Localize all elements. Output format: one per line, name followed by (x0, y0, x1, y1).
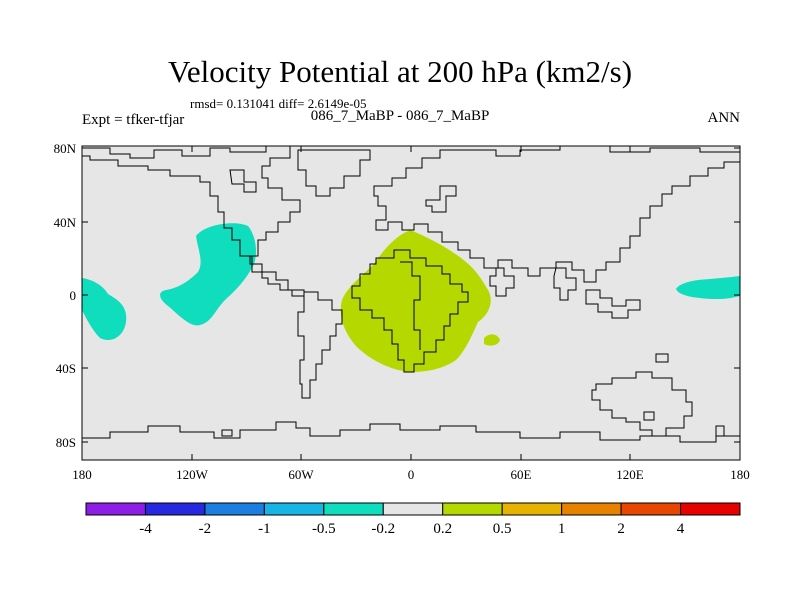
coastlines (82, 145, 741, 443)
colorbar (85, 502, 741, 516)
colorbar-box (501, 502, 563, 516)
colorbar-label: 1 (558, 521, 566, 537)
positive-region-madagascar (484, 334, 500, 346)
coast-greenland (297, 149, 371, 197)
coast-antarctica (82, 421, 740, 443)
coast-north-america (82, 145, 301, 273)
coast-eurasia (373, 145, 741, 283)
colorbar-label: 2 (617, 521, 625, 537)
coast-scandinavia (425, 185, 457, 213)
colorbar-box (620, 502, 682, 516)
colorbar-label: -0.2 (371, 521, 395, 537)
negative-region-dateline-west (82, 278, 127, 341)
x-tick-labels: 180 120W 60W 0 60E 120E 180 (72, 467, 750, 482)
colorbar-box (85, 502, 146, 516)
colorbar-box (204, 502, 265, 516)
experiment-label: Expt = tfker-tfjar (82, 112, 185, 128)
coast-australia (591, 371, 693, 437)
stats-label: rmsd= 0.131041 diff= 2.6149e-05 (190, 96, 367, 111)
colorbar-box (144, 502, 206, 516)
coast-arabia (489, 267, 515, 297)
coast-central-america (261, 271, 305, 297)
colorbar-labels: -4 -2 -1 -0.5 -0.2 0.2 0.5 1 2 4 (139, 521, 685, 537)
colorbar-box (680, 502, 741, 516)
coast-hudson-bay (229, 169, 257, 193)
y-tick-label: 80N (54, 141, 77, 156)
colorbar-label: -2 (199, 521, 212, 537)
x-tick-label: 120W (176, 467, 209, 482)
x-tick-label: 180 (72, 467, 92, 482)
colorbar-box (561, 502, 622, 516)
x-tick-label: 0 (408, 467, 415, 482)
y-tick-label: 80S (56, 435, 76, 450)
colorbar-label: -0.5 (312, 521, 336, 537)
y-axis (82, 147, 740, 443)
season-label: ANN (707, 110, 741, 126)
colorbar-label: 0.2 (433, 521, 452, 537)
y-tick-labels: 80N 40N 0 40S 80S (54, 141, 77, 450)
map-title: Velocity Potential at 200 hPa (km2/s) (167, 54, 633, 89)
coast-india (553, 267, 577, 301)
coast-africa (351, 249, 469, 373)
colorbar-box (323, 502, 384, 516)
negative-region-central-pacific (160, 223, 256, 326)
coast-tasmania (643, 411, 655, 421)
negative-region-dateline-east (676, 276, 740, 300)
coast-south-america (297, 291, 343, 399)
colorbar-box (382, 502, 444, 516)
coast-antarctic-island (221, 429, 233, 437)
coast-new-guinea (655, 353, 669, 363)
coast-africa-interior (400, 261, 421, 350)
colorbar-label: 0.5 (493, 521, 512, 537)
colorbar-label: 4 (677, 521, 685, 537)
colorbar-label: -1 (258, 521, 271, 537)
y-tick-label: 40N (54, 215, 77, 230)
negative-anomaly-regions (82, 223, 740, 341)
x-axis (81, 146, 741, 460)
y-tick-label: 0 (70, 288, 77, 303)
y-tick-label: 40S (56, 361, 76, 376)
colorbar-box (442, 502, 503, 516)
case-label: 086_7_MaBP - 086_7_MaBP (310, 108, 490, 124)
x-tick-label: 60W (288, 467, 314, 482)
x-tick-label: 60E (511, 467, 532, 482)
colorbar-box (263, 502, 325, 516)
colorbar-label: -4 (139, 521, 152, 537)
x-tick-label: 180 (730, 467, 750, 482)
positive-region-africa (340, 230, 491, 372)
coast-maritime-continent (585, 289, 641, 319)
positive-anomaly-regions (340, 230, 500, 372)
x-tick-label: 120E (616, 467, 644, 482)
